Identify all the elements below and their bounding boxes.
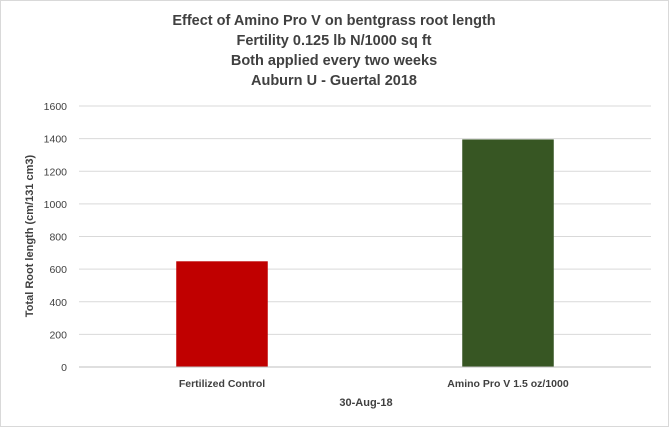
y-tick-label: 1200: [44, 166, 68, 178]
title-line-4: Auburn U - Guertal 2018: [251, 73, 417, 89]
y-tick-label: 200: [49, 329, 67, 341]
y-tick-label: 600: [49, 264, 67, 276]
title-line-3: Both applied every two weeks: [231, 53, 437, 69]
x-category-label: Fertilized Control: [179, 378, 265, 390]
x-axis-categories: Fertilized Control Amino Pro V 1.5 oz/100…: [179, 378, 569, 390]
y-tick-label: 1400: [44, 134, 68, 146]
x-axis-title: 30-Aug-18: [339, 397, 392, 409]
title-line-2: Fertility 0.125 lb N/1000 sq ft: [236, 33, 431, 49]
y-axis-ticks: 0 200 400 600 800 1000 1200 1400 1600: [44, 101, 68, 374]
y-axis-title: Total Root length (cm/131 cm3): [24, 154, 36, 317]
y-tick-label: 0: [61, 362, 67, 374]
y-tick-label: 1000: [44, 199, 68, 211]
y-tick-label: 1600: [44, 101, 68, 113]
y-tick-label: 800: [49, 232, 67, 244]
x-category-label: Amino Pro V 1.5 oz/1000: [447, 378, 569, 390]
bar: [462, 139, 554, 367]
bar: [176, 261, 268, 367]
title-line-1: Effect of Amino Pro V on bentgrass root …: [172, 13, 495, 29]
bars: [176, 139, 554, 367]
chart-title: Effect of Amino Pro V on bentgrass root …: [172, 13, 495, 89]
gridlines: [79, 105, 651, 335]
y-tick-label: 400: [49, 297, 67, 309]
